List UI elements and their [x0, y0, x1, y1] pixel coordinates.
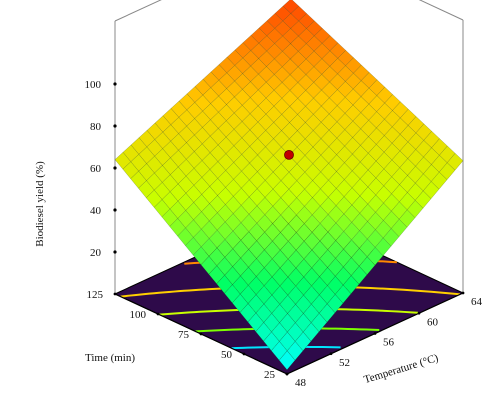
- x-tick-label: 60: [427, 316, 439, 328]
- x-tick-mark: [285, 372, 289, 376]
- response-surface: [114, 0, 464, 371]
- x-tick-mark: [329, 352, 333, 356]
- design-point: [284, 149, 294, 160]
- z-tick-label: 100: [85, 79, 102, 91]
- z-tick-mark: [113, 166, 117, 170]
- axis-ticks: 20 40 60 80 100 25 50 75 100 125 48 52 56 60 64: [85, 79, 483, 389]
- x-tick-label: 64: [471, 296, 483, 308]
- x-axis-label: Temperature (°C): [362, 352, 440, 386]
- y-tick-mark: [113, 292, 117, 296]
- z-tick-label: 80: [90, 121, 102, 133]
- x-tick-label: 48: [295, 377, 307, 389]
- z-tick-mark: [113, 82, 117, 86]
- y-axis-label: Time (min): [85, 352, 135, 364]
- x-tick-label: 52: [339, 357, 350, 369]
- y-tick-label: 50: [221, 349, 233, 361]
- x-tick-mark: [417, 311, 421, 315]
- y-tick-label: 25: [264, 369, 276, 381]
- y-tick-label: 75: [178, 329, 190, 341]
- y-tick-label: 100: [130, 309, 147, 321]
- z-axis-label: Biodiesel yield (%): [34, 161, 46, 247]
- x-tick-label: 56: [383, 337, 395, 349]
- x-tick-mark: [373, 332, 377, 335]
- z-tick-mark: [113, 250, 117, 254]
- z-tick-mark: [113, 124, 117, 128]
- y-tick-mark: [199, 332, 203, 336]
- x-tick-mark: [461, 291, 465, 295]
- z-tick-label: 60: [90, 163, 102, 175]
- surface-patch: [278, 350, 296, 371]
- y-tick-mark: [242, 352, 246, 356]
- z-tick-label: 20: [90, 247, 102, 259]
- y-tick-mark: [156, 312, 160, 316]
- z-tick-label: 40: [90, 205, 102, 217]
- z-tick-mark: [113, 208, 117, 212]
- y-tick-label: 125: [87, 289, 104, 301]
